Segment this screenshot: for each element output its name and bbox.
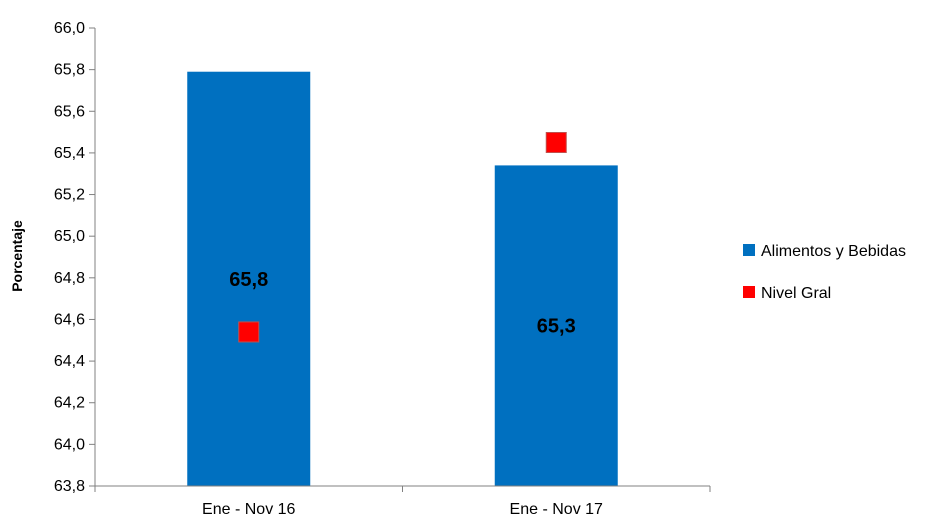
y-tick-label: 66,0: [54, 20, 85, 37]
y-tick-label: 63,8: [54, 478, 85, 495]
y-axis-label: Porcentaje: [9, 220, 25, 292]
y-tick-label: 65,0: [54, 228, 85, 245]
y-tick-label: 64,8: [54, 270, 85, 287]
bars: 65,8 65,3: [187, 71, 618, 486]
y-tick-label: 64,2: [54, 395, 85, 412]
bar-value-label: 65,3: [537, 316, 576, 338]
y-tick-label: 65,6: [54, 103, 85, 120]
y-tick-label: 64,6: [54, 311, 85, 328]
legend: Alimentos y Bebidas Nivel Gral: [743, 243, 906, 302]
bar-value-label: 65,8: [229, 269, 268, 291]
legend-label: Alimentos y Bebidas: [761, 243, 906, 260]
legend-label: Nivel Gral: [761, 285, 831, 302]
y-tick-label: 65,4: [54, 145, 85, 162]
x-axis: Ene - Nov 16 Ene - Nov 17: [202, 501, 603, 518]
y-tick-label: 65,8: [54, 62, 85, 79]
axes: [94, 28, 711, 492]
y-tick-label: 64,0: [54, 436, 85, 453]
y-tick-label: 64,4: [54, 353, 85, 370]
marker-1: [238, 321, 260, 343]
bar-2: [494, 165, 618, 486]
markers: [238, 132, 567, 343]
x-tick-label: Ene - Nov 17: [510, 501, 603, 518]
y-tick-label: 65,2: [54, 187, 85, 204]
x-tick-label: Ene - Nov 16: [202, 501, 295, 518]
marker-2: [545, 132, 567, 153]
bar-1: [187, 71, 311, 486]
legend-swatch: [743, 286, 755, 298]
legend-swatch: [743, 244, 755, 256]
y-axis: 63,8 64,0 64,2 64,4 64,6 64,8 65,0 65,2 65,4 65,6…: [54, 20, 95, 495]
